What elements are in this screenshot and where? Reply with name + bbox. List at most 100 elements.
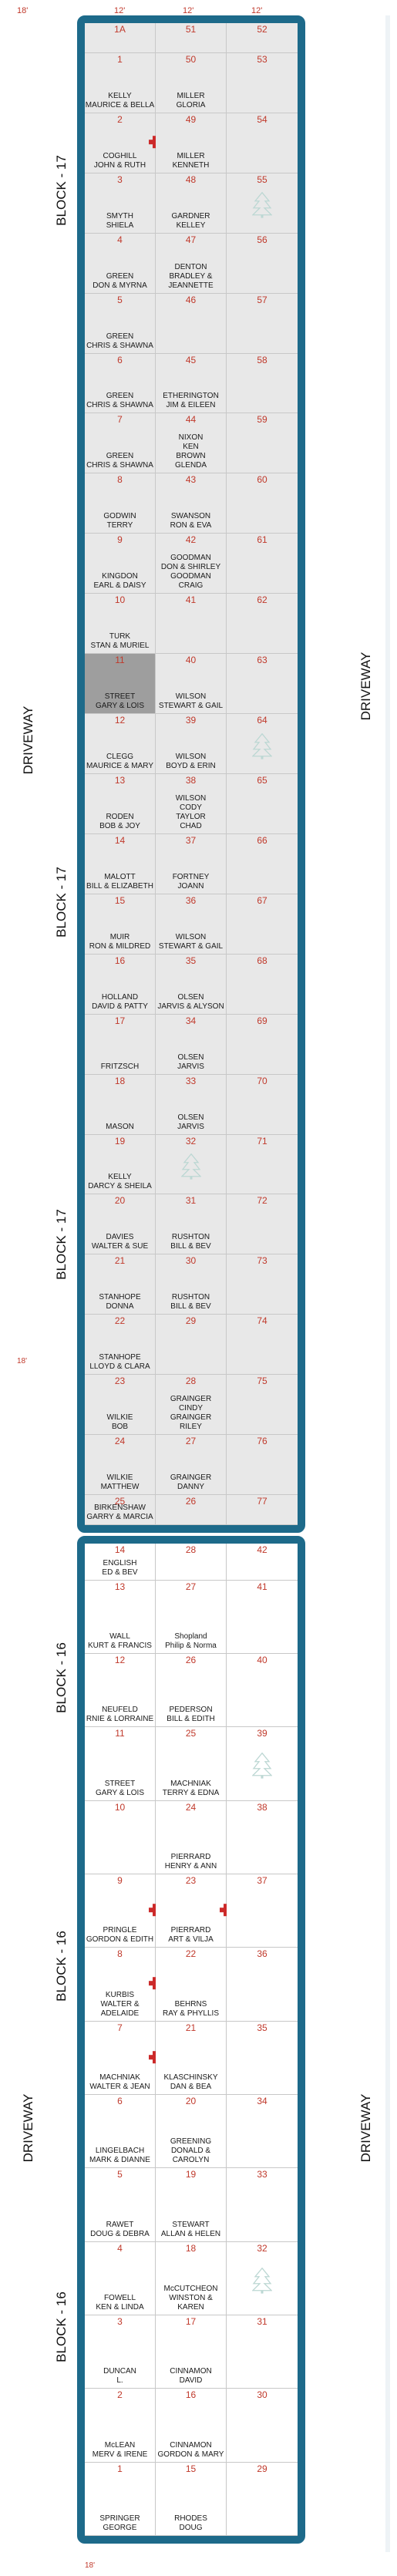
- plot-block17-69[interactable]: 69: [227, 1014, 298, 1075]
- plot-block17-41[interactable]: 41: [156, 594, 227, 655]
- plot-block17-47[interactable]: 47 DENTON BRADLEY & JEANNETTE: [156, 233, 227, 294]
- plot-block17-38[interactable]: 38 WILSON CODY TAYLOR CHAD: [156, 773, 227, 834]
- plot-block17-9[interactable]: 9 KINGDON EARL & DAISY: [85, 534, 156, 594]
- plot-block16-2[interactable]: 2 McLEAN MERV & IRENE: [85, 2389, 156, 2463]
- plot-block16-35[interactable]: 35: [227, 2021, 298, 2095]
- plot-block16-41[interactable]: 41: [227, 1580, 298, 1654]
- plot-block16-4[interactable]: 4 FOWELL KEN & LINDA: [85, 2241, 156, 2315]
- plot-block17-59[interactable]: 59: [227, 413, 298, 474]
- plot-block17-64[interactable]: 64: [227, 714, 298, 774]
- plot-block17-43[interactable]: 43 SWANSON RON & EVA: [156, 473, 227, 534]
- plot-block17-40[interactable]: 40 WILSON STEWART & GAIL: [156, 654, 227, 715]
- plot-block17-48[interactable]: 48 GARDNER KELLEY: [156, 173, 227, 234]
- plot-block17-24[interactable]: 24 WILKIE MATTHEW: [85, 1435, 156, 1496]
- plot-block17-54[interactable]: 54: [227, 113, 298, 173]
- plot-block17-32[interactable]: 32: [156, 1134, 227, 1195]
- plot-block16-17[interactable]: 17 CINNAMON DAVID: [156, 2315, 227, 2389]
- plot-block17-71[interactable]: 71: [227, 1134, 298, 1195]
- plot-block16-32[interactable]: 32: [227, 2241, 298, 2315]
- plot-block17-14[interactable]: 14 MALOTT BILL & ELIZABETH: [85, 833, 156, 894]
- plot-block16-39[interactable]: 39: [227, 1727, 298, 1801]
- plot-block17-52[interactable]: 52: [227, 23, 298, 53]
- plot-block17-56[interactable]: 56: [227, 233, 298, 294]
- plot-block17-73[interactable]: 73: [227, 1254, 298, 1315]
- plot-block17-63[interactable]: 63: [227, 654, 298, 715]
- plot-block17-4[interactable]: 4 GREEN DON & MYRNA: [85, 233, 156, 294]
- plot-block17-42[interactable]: 42 GOODMAN DON & SHIRLEY GOODMAN CRAIG: [156, 534, 227, 594]
- plot-block17-50[interactable]: 50 MILLER GLORIA: [156, 52, 227, 113]
- plot-block17-68[interactable]: 68: [227, 954, 298, 1015]
- plot-block17-53[interactable]: 53: [227, 52, 298, 113]
- plot-block16-18[interactable]: 18 McCUTCHEON WINSTON & KAREN: [156, 2241, 227, 2315]
- plot-block17-6[interactable]: 6 GREEN CHRIS & SHAWNA: [85, 353, 156, 414]
- plot-block17-72[interactable]: 72: [227, 1194, 298, 1255]
- plot-block16-23[interactable]: 23 PIERRARD ART & VILJA: [156, 1874, 232, 1948]
- plot-block16-15[interactable]: 15 RHODES DOUG: [156, 2462, 227, 2536]
- plot-block16-29[interactable]: 29: [227, 2462, 298, 2536]
- plot-block17-25[interactable]: 25 BIRKENSHAW GARRY & MARCIA: [85, 1495, 156, 1525]
- plot-block17-77[interactable]: 77: [227, 1495, 298, 1525]
- plot-block17-46[interactable]: 46: [156, 293, 227, 354]
- plot-block17-39[interactable]: 39 WILSON BOYD & ERIN: [156, 714, 227, 774]
- plot-block17-17[interactable]: 17 FRITZSCH: [85, 1014, 156, 1075]
- plot-block17-45[interactable]: 45 ETHERINGTON JIM & EILEEN: [156, 353, 227, 414]
- plot-block17-58[interactable]: 58: [227, 353, 298, 414]
- plot-block16-28[interactable]: 28: [156, 1544, 227, 1581]
- plot-block17-27[interactable]: 27 GRAINGER DANNY: [156, 1435, 227, 1496]
- plot-block16-7[interactable]: 7 MACHNIAK WALTER & JEAN: [85, 2021, 161, 2095]
- plot-block17-66[interactable]: 66: [227, 833, 298, 894]
- plot-block17-26[interactable]: 26: [156, 1495, 227, 1525]
- plot-block17-19[interactable]: 19 KELLY DARCY & SHEILA: [85, 1134, 156, 1195]
- plot-block16-12[interactable]: 12 NEUFELD RNIE & LORRAINE: [85, 1654, 156, 1728]
- plot-block17-18[interactable]: 18 MASON: [85, 1074, 156, 1135]
- plot-block17-51[interactable]: 51: [156, 23, 227, 53]
- plot-block17-11[interactable]: 11 STREET GARY & LOIS: [85, 654, 156, 715]
- plot-block16-38[interactable]: 38: [227, 1800, 298, 1874]
- plot-block17-67[interactable]: 67: [227, 894, 298, 955]
- plot-block16-8[interactable]: 8 KURBIS WALTER & ADELAIDE: [85, 1948, 161, 2022]
- plot-block17-1A[interactable]: 1A: [85, 23, 156, 53]
- plot-block17-16[interactable]: 16 HOLLAND DAVID & PATTY: [85, 954, 156, 1015]
- plot-block16-9[interactable]: 9 PRINGLE GORDON & EDITH: [85, 1874, 161, 1948]
- plot-block17-12[interactable]: 12 CLEGG MAURICE & MARY: [85, 714, 156, 774]
- plot-block16-11[interactable]: 11 STREET GARY & LOIS: [85, 1727, 156, 1801]
- plot-block17-60[interactable]: 60: [227, 473, 298, 534]
- plot-block17-36[interactable]: 36 WILSON STEWART & GAIL: [156, 894, 227, 955]
- plot-block16-30[interactable]: 30: [227, 2389, 298, 2463]
- plot-block17-34[interactable]: 34 OLSEN JARVIS: [156, 1014, 227, 1075]
- plot-block16-36[interactable]: 36: [227, 1948, 298, 2022]
- plot-block17-8[interactable]: 8 GODWIN TERRY: [85, 473, 156, 534]
- plot-block16-42[interactable]: 42: [227, 1544, 298, 1581]
- plot-block17-44[interactable]: 44 NIXON KEN BROWN GLENDA: [156, 413, 227, 474]
- plot-block17-70[interactable]: 70: [227, 1074, 298, 1135]
- plot-block16-6[interactable]: 6 LINGELBACH MARK & DIANNE: [85, 2095, 156, 2169]
- plot-block17-23[interactable]: 23 WILKIE BOB: [85, 1375, 156, 1436]
- plot-block17-5[interactable]: 5 GREEN CHRIS & SHAWNA: [85, 293, 156, 354]
- plot-block17-20[interactable]: 20 DAVIES WALTER & SUE: [85, 1194, 156, 1255]
- plot-block17-15[interactable]: 15 MUIR RON & MILDRED: [85, 894, 156, 955]
- plot-block16-27[interactable]: 27 Shopland Philip & Norma: [156, 1580, 227, 1654]
- plot-block16-13[interactable]: 13 WALL KURT & FRANCIS: [85, 1580, 156, 1654]
- plot-block17-10[interactable]: 10 TURK STAN & MURIEL: [85, 594, 156, 655]
- plot-block17-31[interactable]: 31 RUSHTON BILL & BEV: [156, 1194, 227, 1255]
- plot-block17-35[interactable]: 35 OLSEN JARVIS & ALYSON: [156, 954, 227, 1015]
- plot-block17-2[interactable]: 2 COGHILL JOHN & RUTH: [85, 113, 161, 173]
- plot-block16-3[interactable]: 3 DUNCAN L.: [85, 2315, 156, 2389]
- plot-block16-34[interactable]: 34: [227, 2095, 298, 2169]
- plot-block16-10[interactable]: 10: [85, 1800, 156, 1874]
- plot-block17-7[interactable]: 7 GREEN CHRIS & SHAWNA: [85, 413, 156, 474]
- plot-block16-14[interactable]: 14 ENGLISH ED & BEV: [85, 1544, 156, 1581]
- plot-block17-75[interactable]: 75: [227, 1375, 298, 1436]
- plot-block17-30[interactable]: 30 RUSHTON BILL & BEV: [156, 1254, 227, 1315]
- plot-block17-21[interactable]: 21 STANHOPE DONNA: [85, 1254, 156, 1315]
- plot-block17-13[interactable]: 13 RODEN BOB & JOY: [85, 773, 156, 834]
- plot-block17-22[interactable]: 22 STANHOPE LLOYD & CLARA: [85, 1315, 156, 1376]
- plot-block16-19[interactable]: 19 STEWART ALLAN & HELEN: [156, 2168, 227, 2242]
- plot-block16-5[interactable]: 5 RAWET DOUG & DEBRA: [85, 2168, 156, 2242]
- plot-block17-29[interactable]: 29: [156, 1315, 227, 1376]
- plot-block16-16[interactable]: 16 CINNAMON GORDON & MARY: [156, 2389, 227, 2463]
- plot-block17-65[interactable]: 65: [227, 773, 298, 834]
- plot-block17-33[interactable]: 33 OLSEN JARVIS: [156, 1074, 227, 1135]
- plot-block17-49[interactable]: 49 MILLER KENNETH: [156, 113, 227, 173]
- plot-block16-33[interactable]: 33: [227, 2168, 298, 2242]
